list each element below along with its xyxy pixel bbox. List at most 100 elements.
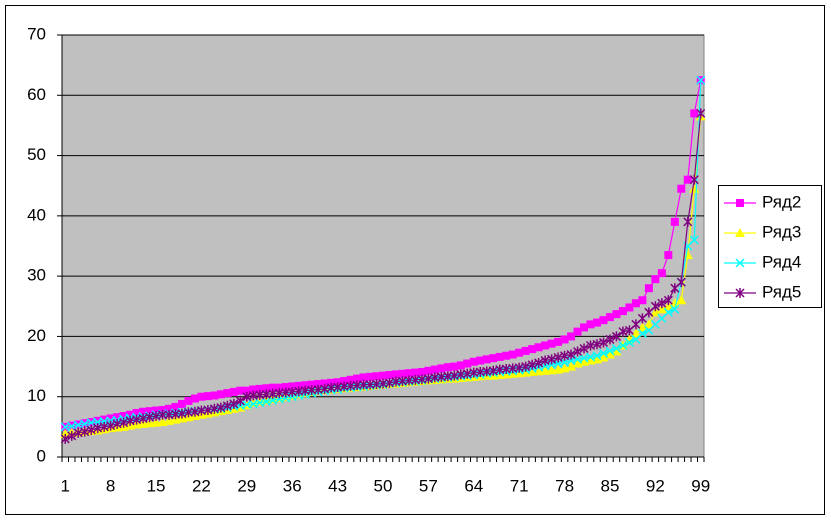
marker: [696, 75, 706, 85]
marker: [643, 319, 654, 329]
marker: [657, 269, 666, 278]
y-tick-label: 40: [27, 205, 46, 224]
marker: [592, 351, 602, 361]
marker: [579, 343, 589, 354]
marker: [443, 363, 452, 372]
marker: [165, 404, 173, 413]
marker: [288, 382, 297, 391]
marker: [152, 406, 161, 415]
marker: [567, 332, 576, 341]
marker: [541, 341, 550, 350]
marker: [106, 414, 115, 423]
marker: [255, 384, 264, 393]
marker: [126, 410, 135, 419]
marker: [598, 337, 609, 348]
marker: [80, 426, 90, 437]
marker: [663, 301, 674, 311]
marker: [611, 331, 621, 342]
legend-marker: [735, 288, 745, 298]
marker: [650, 307, 661, 317]
marker: [690, 109, 699, 118]
marker: [547, 354, 557, 365]
marker: [689, 174, 699, 185]
x-tick-label: 50: [374, 476, 393, 495]
x-tick-label: 99: [691, 476, 710, 495]
x-tick-label: 36: [283, 476, 302, 495]
marker: [534, 357, 544, 368]
marker: [340, 377, 349, 386]
marker: [177, 399, 186, 408]
marker: [630, 328, 641, 338]
marker: [450, 362, 459, 371]
legend-marker: [735, 258, 745, 268]
marker: [676, 295, 687, 305]
marker: [242, 386, 251, 395]
x-tick-label: 1: [61, 476, 70, 495]
marker: [366, 372, 375, 381]
marker: [683, 216, 693, 227]
marker: [669, 298, 680, 308]
marker: [566, 361, 577, 371]
marker: [605, 346, 615, 356]
marker: [664, 251, 673, 260]
y-tick-label: 50: [27, 145, 46, 164]
y-tick-label: 70: [27, 24, 46, 43]
marker: [521, 346, 530, 355]
marker: [229, 398, 239, 409]
marker: [60, 433, 70, 444]
marker: [521, 361, 531, 372]
legend-label: Ряд3: [762, 222, 801, 241]
marker: [314, 380, 323, 389]
x-tick-label: 15: [147, 476, 166, 495]
marker: [430, 365, 439, 374]
marker: [644, 284, 653, 293]
y-tick-label: 0: [37, 446, 46, 465]
marker: [249, 385, 258, 394]
marker: [359, 373, 368, 382]
marker: [463, 359, 472, 368]
marker: [663, 295, 673, 306]
marker: [229, 387, 238, 396]
x-tick-label: 43: [328, 476, 347, 495]
marker: [611, 343, 621, 354]
marker: [190, 394, 199, 403]
y-tick-label: 10: [27, 386, 46, 405]
marker: [670, 217, 679, 226]
marker: [100, 415, 109, 424]
marker: [612, 310, 621, 319]
x-tick-label: 85: [601, 476, 620, 495]
marker: [67, 430, 77, 441]
marker: [625, 303, 634, 312]
marker: [611, 346, 622, 356]
marker: [489, 354, 498, 363]
marker: [560, 335, 569, 344]
marker: [637, 328, 647, 338]
x-tick-label: 71: [510, 476, 529, 495]
marker: [566, 349, 576, 360]
x-tick-label: 64: [464, 476, 483, 495]
marker: [86, 424, 96, 435]
marker: [294, 381, 303, 390]
marker: [417, 367, 426, 376]
marker: [437, 364, 446, 373]
marker: [553, 352, 563, 363]
marker: [171, 402, 180, 411]
marker: [560, 357, 570, 367]
legend-label: Ряд5: [762, 282, 801, 301]
x-tick-label: 92: [646, 476, 665, 495]
marker: [385, 371, 394, 380]
marker: [651, 275, 660, 284]
marker: [379, 371, 387, 380]
marker: [216, 402, 226, 413]
marker: [592, 339, 602, 350]
x-tick-label: 57: [419, 476, 438, 495]
marker: [210, 391, 219, 400]
marker: [554, 337, 563, 346]
legend-marker: [736, 199, 744, 207]
marker: [696, 108, 706, 119]
marker: [631, 299, 640, 308]
marker: [268, 383, 277, 392]
x-tick-label: 78: [555, 476, 574, 495]
x-tick-label: 22: [192, 476, 211, 495]
marker: [320, 379, 329, 388]
